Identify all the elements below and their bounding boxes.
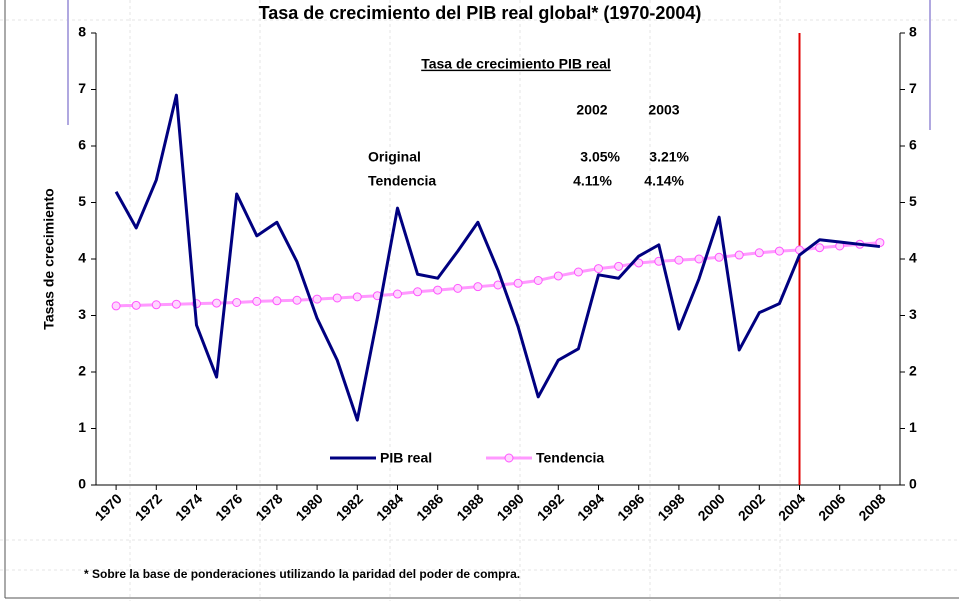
legend-label: PIB real bbox=[380, 450, 432, 466]
series-marker bbox=[131, 300, 141, 310]
series-marker bbox=[272, 296, 282, 306]
series-marker bbox=[533, 275, 543, 285]
y-tick-label: 7 bbox=[78, 80, 86, 96]
series-marker bbox=[352, 292, 362, 302]
y2-tick-label: 2 bbox=[909, 363, 917, 379]
series-marker bbox=[614, 261, 624, 271]
y2-tick-label: 6 bbox=[909, 137, 917, 153]
series-marker bbox=[171, 299, 181, 309]
series-marker bbox=[312, 294, 322, 304]
y2-tick-label: 1 bbox=[909, 419, 917, 435]
series-line bbox=[114, 93, 881, 422]
inset-value: 4.14% bbox=[644, 173, 684, 189]
y2-tick-label: 5 bbox=[909, 193, 917, 209]
inset-value: 3.05% bbox=[580, 149, 620, 165]
y2-tick-label: 3 bbox=[909, 306, 917, 322]
series-marker bbox=[573, 267, 583, 277]
series-marker bbox=[151, 300, 161, 310]
series-marker bbox=[232, 298, 242, 308]
y2-tick-label: 8 bbox=[909, 24, 917, 40]
series-marker bbox=[212, 298, 222, 308]
series-marker bbox=[694, 254, 704, 264]
series-marker bbox=[594, 264, 603, 274]
y-tick-label: 4 bbox=[78, 250, 86, 266]
y-tick-label: 6 bbox=[78, 137, 86, 153]
inset-column: 2003 bbox=[648, 102, 679, 118]
y-tick-label: 2 bbox=[78, 363, 86, 379]
series-marker bbox=[473, 282, 483, 292]
y2-tick-label: 4 bbox=[909, 250, 917, 266]
y-tick-label: 8 bbox=[78, 24, 86, 40]
chart-title: Tasa de crecimiento del PIB real global*… bbox=[259, 3, 702, 23]
series-marker bbox=[754, 248, 764, 258]
series-marker bbox=[815, 243, 825, 253]
series-marker bbox=[634, 258, 644, 268]
series-marker bbox=[252, 296, 262, 306]
y-tick-label: 3 bbox=[78, 306, 86, 322]
y-tick-label: 5 bbox=[78, 193, 86, 209]
inset-row-label: Original bbox=[368, 149, 421, 165]
y-tick-label: 1 bbox=[78, 419, 86, 435]
footnote: * Sobre la base de ponderaciones utiliza… bbox=[84, 567, 520, 581]
series-marker bbox=[734, 250, 744, 260]
series-marker bbox=[553, 271, 563, 281]
series-marker bbox=[413, 287, 423, 297]
series-marker bbox=[875, 238, 885, 248]
inset-value: 3.21% bbox=[649, 149, 689, 165]
series-marker bbox=[513, 278, 523, 288]
inset-row-label: Tendencia bbox=[368, 173, 436, 189]
series-marker bbox=[332, 293, 342, 303]
series-marker bbox=[111, 301, 121, 311]
y2-tick-label: 7 bbox=[909, 80, 917, 96]
series-marker bbox=[393, 289, 402, 299]
series-marker bbox=[714, 252, 724, 262]
series-marker bbox=[433, 285, 443, 295]
y2-tick-label: 0 bbox=[909, 476, 917, 492]
series-marker bbox=[292, 295, 302, 305]
legend-label: Tendencia bbox=[536, 450, 604, 466]
inset-column: 2002 bbox=[576, 102, 607, 118]
series-marker bbox=[674, 255, 684, 265]
legend-marker bbox=[504, 453, 514, 463]
series-marker bbox=[774, 246, 784, 256]
y-axis-label: Tasas de crecimiento bbox=[41, 188, 57, 329]
inset-title: Tasa de crecimiento PIB real bbox=[421, 56, 611, 72]
y-tick-label: 0 bbox=[78, 476, 86, 492]
inset-value: 4.11% bbox=[573, 173, 612, 189]
series-marker bbox=[453, 283, 463, 293]
